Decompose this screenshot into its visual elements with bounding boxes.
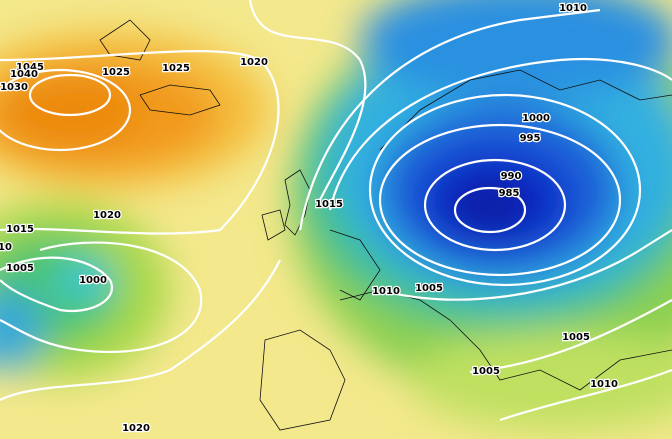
isobar-label: 1010 xyxy=(0,242,12,253)
isobar-label: 1015 xyxy=(315,199,343,210)
isobar-label: 990 xyxy=(501,171,522,182)
isobar-label: 1025 xyxy=(162,63,190,74)
isobar-label: 1005 xyxy=(415,283,443,294)
isobar-label: 1025 xyxy=(102,67,130,78)
isobar-label: 1000 xyxy=(79,275,107,286)
isobar-label: 1005 xyxy=(562,332,590,343)
isobar-label: 1020 xyxy=(122,423,150,434)
isobar-label: 1010 xyxy=(559,3,587,14)
isobar-label: 1040 xyxy=(10,69,38,80)
isobar-label: 1010 xyxy=(372,286,400,297)
isobar-label: 1015 xyxy=(6,224,34,235)
isobars xyxy=(0,0,672,422)
isobar-label: 1005 xyxy=(6,263,34,274)
isobar-label: 1000 xyxy=(522,113,550,124)
isobar-label: 1030 xyxy=(0,82,28,93)
isobar-label: 1020 xyxy=(240,57,268,68)
isobar-label: 1045 xyxy=(16,62,44,73)
isobar-label: 1005 xyxy=(472,366,500,377)
isobar-label: 1010 xyxy=(590,379,618,390)
isobar-label: 1020 xyxy=(93,210,121,221)
isobar-label: 995 xyxy=(520,133,541,144)
isobar-label: 985 xyxy=(499,188,520,199)
